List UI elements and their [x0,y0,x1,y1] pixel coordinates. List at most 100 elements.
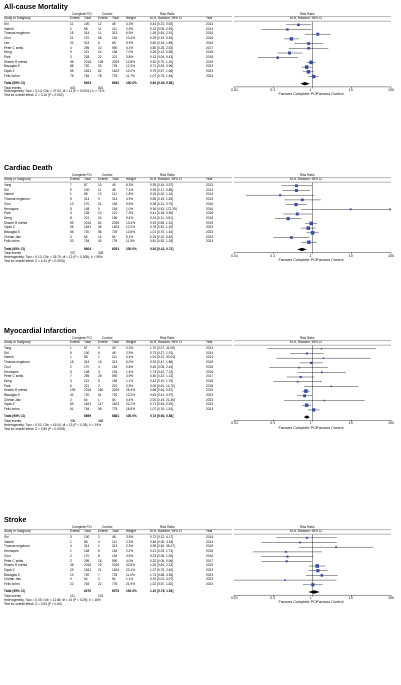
complete-pci-events: 7 [70,374,72,379]
study-year: 2023 [206,393,214,397]
complete-pci-total: 58 [84,539,88,544]
study-point-estimate [310,361,313,365]
study-year: 2017 [206,374,214,379]
study-weight: 1.0% [126,206,134,211]
study-name: Deng [4,215,12,220]
complete-pci-total: 100 [84,22,90,26]
total-events-label: Total events [4,85,22,90]
header-events: Events [98,16,108,20]
favours-control-label: Favours Control [316,425,344,430]
complete-pci-events: 88 [70,64,74,69]
study-year: 2015 [206,544,214,549]
forest-plot-graphic [4,529,392,597]
study-weight: 12.2% [126,393,136,397]
study-point-estimate [297,23,300,27]
study-name: Shamir R mehta [4,59,28,64]
complete-pci-total: 58 [84,26,88,31]
complete-pci-total: 1631 [84,225,92,230]
study-weight: 23.1% [126,567,136,572]
complete-pci-events: 15 [70,360,74,365]
study-risk-ratio-ci: 0.24 [0.11, 0.51] [150,215,173,220]
complete-pci-total: 295 [84,558,90,563]
study-name: Felix bohm [4,73,20,78]
study-weight: 4.0% [126,558,134,563]
study-risk-ratio-ci: 1.36 [0.63, 2.91] [150,31,174,36]
header-risk-ratio: Risk Ratio [160,173,175,177]
study-weight: 11.5% [126,239,135,244]
complete-pci-total: 228 [84,54,90,59]
study-point-estimate [315,564,320,568]
total-label: Total (95% CI) [4,246,25,251]
study-year: 2019 [206,220,214,225]
study-name: Henriques [4,369,19,374]
study-weight: 1.4% [126,369,134,374]
study-year: 2016 [206,36,214,41]
favours-complete-pci-label: Favours Complete PCI [278,425,317,430]
study-risk-ratio-ci: 0.78 [0.51, 1.20] [150,225,174,230]
study-year: 2023 [206,225,214,230]
study-risk-ratio-ci: 0.23 [0.05, 0.94] [150,26,174,31]
study-weight: 32.5% [126,563,136,568]
complete-pci-total: 100 [84,350,90,355]
study-year: 2019 [206,388,214,393]
study-year: 2017 [206,558,214,563]
study-weight: 1.1% [126,378,134,383]
total-control: 6291 [112,246,120,251]
header-events: Events [98,177,108,181]
study-weight: 11.0% [126,572,135,577]
study-name: Felix bohm [4,407,20,412]
header-risk-ratio: Risk Ratio [160,336,175,340]
header-risk-ratio: Risk Ratio [160,12,175,16]
complete-pci-total: 58 [84,355,88,360]
total-weight: 100.0% [126,246,137,251]
complete-pci-total: 54 [84,234,88,239]
complete-pci-events: 96 [70,59,74,64]
study-point-estimate [303,394,307,398]
study-risk-ratio-ci: 1.70 [0.07, 41.06] [150,346,175,350]
study-year: 2023 [206,567,214,572]
favours-complete-pci-label: Favours Complete PCI [278,257,317,262]
control-total: 590 [112,374,118,379]
study-point-estimate [305,352,308,355]
study-year: 2014 [206,26,214,31]
complete-pci-total: 764 [84,73,90,78]
complete-pci-events: 8 [70,215,72,220]
study-risk-ratio-ci: 0.21 [0.03, 1.74] [150,549,174,554]
control-total: 778 [112,73,118,78]
study-year: 2023 [206,69,214,73]
complete-pci-events: 36 [70,225,74,230]
control-events: 82 [98,69,102,73]
study-weight: 7.0% [126,50,134,55]
header-events: Events [98,340,108,344]
study-weight: 5.1% [126,234,134,239]
study-point-estimate [311,74,316,79]
control-events: 22 [98,54,102,59]
ci-arrow-right [388,208,392,211]
study-name: Yang [4,183,12,187]
control-total: 2025 [112,388,120,393]
complete-pci-events: 22 [70,40,74,45]
study-name: Shi [4,22,9,26]
complete-pci-total: 313 [84,40,90,45]
favours-complete-pci-label: Favours Complete PCI [278,92,317,97]
total-control: 6881 [112,414,120,419]
study-name: Shamir R mehta [4,388,28,393]
complete-pci-events: 56 [70,230,74,234]
study-year: 2023 [206,234,214,239]
study-risk-ratio-ci: 1.07 [0.79, 1.46] [150,73,174,78]
control-total: 54 [112,577,116,582]
complete-pci-total: 58 [84,192,88,197]
study-weight: 22.2% [126,402,136,407]
header-events: Events [70,177,80,181]
header-rr-method-plot: M-H, Random, 95% CI [290,16,323,20]
complete-pci-events: 4 [70,234,72,239]
study-weight: 2.2% [126,549,134,554]
complete-pci-events: 9 [70,350,72,355]
study-year: 2016 [206,369,214,374]
complete-pci-events: 7 [70,183,72,187]
study-risk-ratio-ci: 0.93 [0.65, 1.31] [150,220,174,225]
study-risk-ratio-ci: 0.15 [0.02, 1.10] [150,192,174,197]
control-events: 11 [98,187,102,192]
study-name: Felix bohm [4,239,20,244]
total-complete-pci: 6270 [84,589,92,594]
